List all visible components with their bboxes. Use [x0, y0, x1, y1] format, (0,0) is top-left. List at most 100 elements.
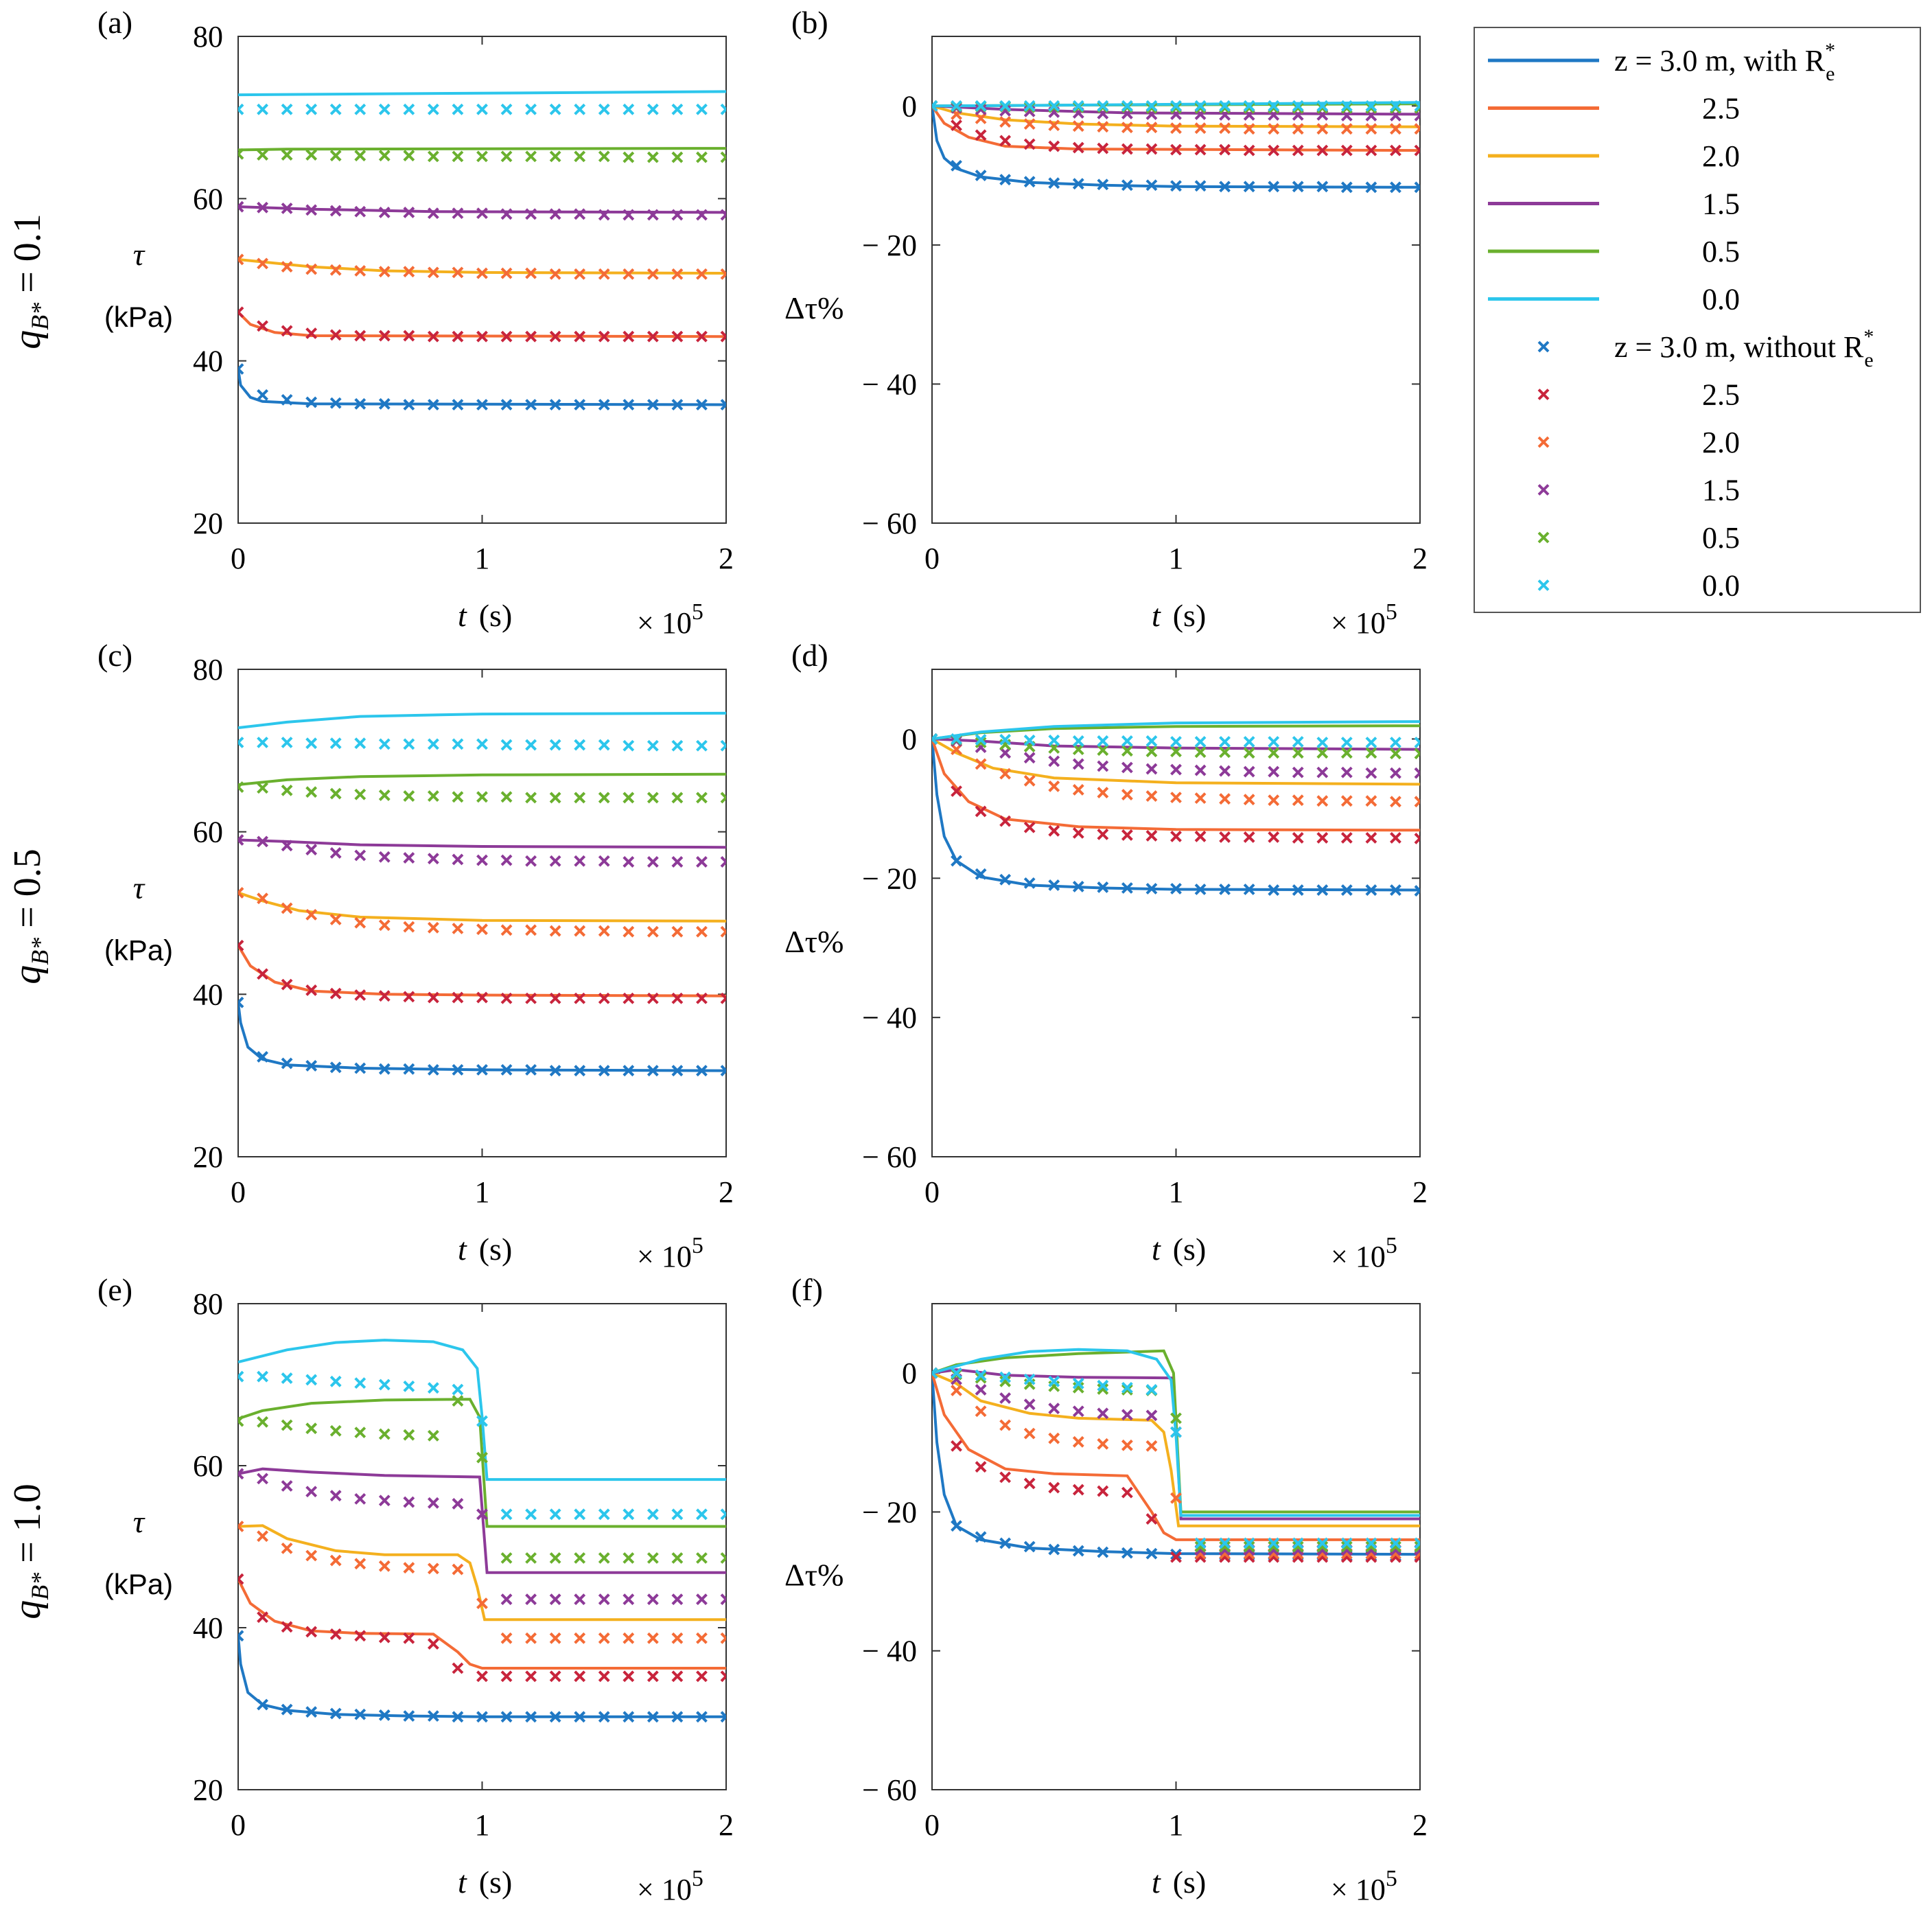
marker-z3.0	[1170, 883, 1182, 895]
marker-z3.0	[622, 399, 635, 411]
marker-z2.5	[1023, 1477, 1036, 1490]
marker-z1.5	[598, 209, 610, 221]
marker-z0.0	[598, 1508, 610, 1521]
marker-z0.0	[500, 739, 513, 751]
marker-z3.0	[257, 1051, 268, 1063]
marker-z1.5	[281, 1480, 293, 1492]
marker-z0.0	[1121, 1381, 1133, 1394]
marker-z2.0	[999, 768, 1012, 780]
series-line-z0.0	[932, 1348, 1420, 1517]
y-axis-unit: (kPa)	[104, 934, 173, 967]
marker-z3.0	[1023, 1541, 1036, 1553]
marker-z3.0	[720, 1065, 726, 1076]
marker-z2.0	[305, 263, 318, 275]
marker-z0.0	[647, 103, 659, 115]
y-tick-label: 60	[193, 182, 223, 216]
marker-z2.0	[1023, 118, 1036, 130]
marker-z0.0	[500, 1508, 513, 1521]
marker-z0.5	[671, 1552, 684, 1564]
marker-z3.0	[671, 1065, 684, 1076]
marker-z0.0	[999, 734, 1012, 746]
legend-marker-z2.5	[1537, 389, 1550, 400]
marker-z0.0	[1316, 1537, 1329, 1549]
marker-z0.0	[1390, 737, 1401, 748]
marker-z0.5	[257, 1416, 268, 1428]
marker-z0.5	[305, 1422, 318, 1435]
marker-z2.5	[403, 330, 415, 342]
marker-z0.0	[1072, 1377, 1084, 1389]
marker-z3.0	[1292, 181, 1304, 193]
marker-z2.5	[1414, 144, 1420, 157]
y-tick-label: 40	[193, 345, 223, 378]
marker-z2.5	[354, 1630, 366, 1642]
marker-z0.0	[452, 738, 464, 750]
marker-z3.0	[671, 1711, 684, 1723]
y-axis-label: τ	[133, 1504, 146, 1539]
marker-z1.5	[1048, 1403, 1060, 1415]
marker-z1.5	[647, 856, 659, 868]
y-axis-label: τ	[133, 237, 146, 272]
marker-z0.5	[1316, 102, 1329, 114]
row-label-3: qB* = 1.0	[6, 1484, 54, 1619]
marker-z0.5	[1316, 747, 1329, 759]
marker-z3.0	[1121, 1547, 1133, 1559]
marker-z2.0	[257, 892, 268, 905]
marker-z2.0	[354, 916, 366, 929]
marker-z0.0	[378, 738, 391, 750]
marker-z0.5	[1316, 1541, 1329, 1553]
marker-z0.5	[1390, 1541, 1401, 1553]
marker-z2.0	[720, 1632, 726, 1644]
marker-z1.5	[1121, 1409, 1133, 1421]
marker-z2.5	[574, 330, 586, 343]
marker-z0.0	[329, 737, 342, 750]
marker-z2.5	[549, 992, 561, 1004]
marker-z0.0	[1414, 737, 1420, 748]
marker-z0.0	[305, 103, 318, 115]
marker-z0.5	[452, 791, 464, 803]
marker-z0.5	[1292, 1541, 1304, 1553]
marker-z0.0	[281, 1372, 293, 1384]
marker-z1.5	[427, 853, 439, 865]
marker-z0.0	[427, 738, 439, 750]
marker-z2.5	[525, 330, 537, 343]
marker-z2.0	[549, 925, 561, 937]
marker-z0.5	[1170, 1412, 1182, 1424]
marker-z2.0	[1097, 1438, 1109, 1450]
marker-z1.5	[696, 856, 708, 868]
marker-z2.5	[574, 992, 586, 1004]
marker-z3.0	[1316, 181, 1329, 193]
marker-z3.0	[574, 1711, 586, 1723]
marker-z3.0	[951, 1520, 962, 1532]
marker-z0.5	[329, 787, 342, 800]
marker-z0.0	[1243, 100, 1255, 112]
series-line-z2.5	[932, 1372, 1420, 1541]
marker-z0.0	[598, 103, 610, 115]
marker-z2.0	[427, 1562, 439, 1575]
marker-z0.0	[1340, 737, 1353, 748]
marker-z3.0	[622, 1711, 635, 1723]
marker-z0.0	[549, 1508, 561, 1521]
panel-label: (f)	[791, 1272, 823, 1307]
x-tick-label: 1	[475, 542, 490, 575]
series-line-z3.0	[238, 1002, 726, 1072]
marker-z2.0	[403, 266, 415, 278]
marker-z0.0	[999, 100, 1012, 112]
x-tick-label: 2	[719, 1808, 734, 1842]
marker-z1.5	[1072, 758, 1084, 770]
marker-z2.0	[975, 758, 987, 770]
marker-z2.0	[403, 921, 415, 933]
marker-z2.5	[647, 992, 659, 1004]
marker-z3.0	[696, 399, 708, 411]
marker-z1.5	[500, 1593, 513, 1606]
marker-z2.0	[549, 268, 561, 280]
marker-z1.5	[238, 834, 244, 846]
marker-z2.5	[1170, 143, 1182, 156]
marker-z3.0	[574, 1065, 586, 1076]
marker-z2.0	[1219, 122, 1231, 135]
marker-z1.5	[427, 207, 439, 220]
marker-z2.0	[622, 1632, 635, 1644]
marker-z0.0	[1072, 100, 1084, 112]
marker-z1.5	[598, 1593, 610, 1606]
marker-z3.0	[476, 399, 488, 411]
marker-z2.5	[1268, 831, 1280, 843]
